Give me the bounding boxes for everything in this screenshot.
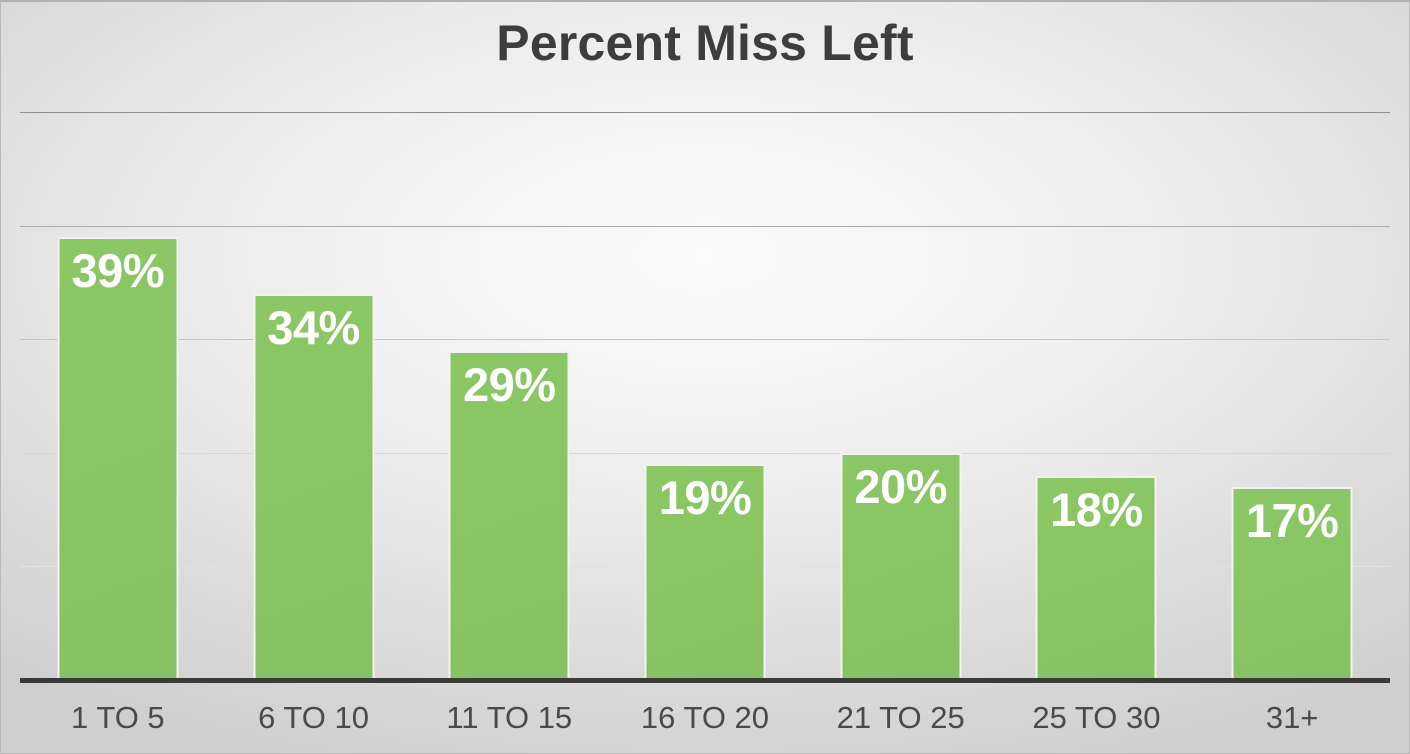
bar[interactable]: 20% <box>840 452 962 680</box>
bar-value-label: 19% <box>658 471 752 525</box>
bars-layer: 39% 34% 29% 19% 20% 18% 17% <box>20 112 1390 680</box>
bar[interactable]: 18% <box>1035 475 1157 680</box>
bar-band: 34% <box>216 112 412 680</box>
bar[interactable]: 29% <box>448 350 570 680</box>
x-tick-label: 31+ <box>1265 700 1319 735</box>
bar[interactable]: 39% <box>57 236 179 680</box>
x-tick-label: 6 TO 10 <box>258 700 369 735</box>
bar[interactable]: 34% <box>253 293 375 680</box>
gridline <box>20 452 1390 454</box>
x-tick-label: 11 TO 15 <box>446 700 573 735</box>
bar-band: 20% <box>803 112 999 680</box>
bar-band: 19% <box>607 112 803 680</box>
bar-value-label: 18% <box>1050 482 1143 536</box>
bar-value-label: 39% <box>71 243 165 297</box>
gridline <box>20 339 1390 341</box>
bar-value-label: 29% <box>462 357 556 411</box>
chart-title: Percent Miss Left <box>496 15 914 71</box>
bar-band: 29% <box>411 112 607 680</box>
x-axis-line <box>20 678 1390 683</box>
gridline <box>20 225 1390 227</box>
x-tick-label: 25 TO 30 <box>1032 700 1161 735</box>
x-tick-label: 16 TO 20 <box>640 700 770 735</box>
bar[interactable]: 19% <box>644 464 766 680</box>
bar-value-label: 17% <box>1245 493 1339 547</box>
bar-band: 17% <box>1194 112 1390 680</box>
x-axis-labels: 1 TO 5 6 TO 10 11 TO 15 16 TO 20 21 TO 25 25 … <box>20 692 1390 744</box>
bar-value-label: 34% <box>267 300 360 354</box>
bar-value-label: 20% <box>854 459 947 513</box>
bar-band: 39% <box>20 112 216 680</box>
bar-band: 18% <box>999 112 1195 680</box>
x-tick-label: 21 TO 25 <box>836 700 965 735</box>
gridline <box>20 112 1390 113</box>
bar[interactable]: 17% <box>1231 486 1353 680</box>
x-tick-label: 1 TO 5 <box>71 700 165 735</box>
